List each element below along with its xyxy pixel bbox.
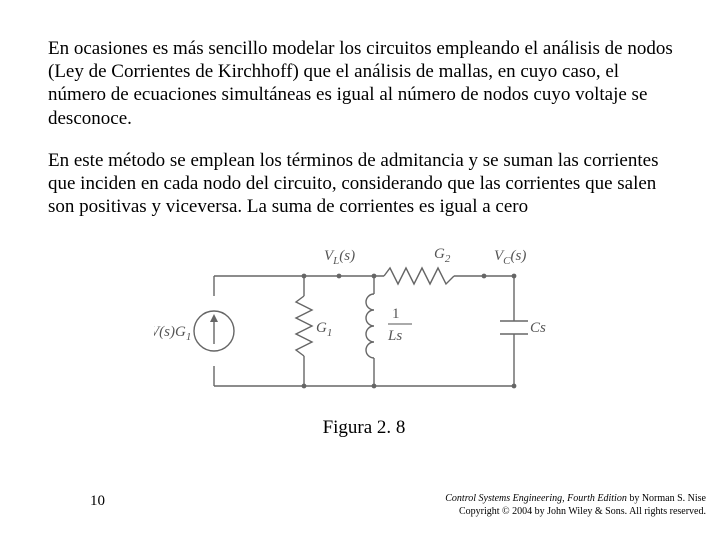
circuit-svg: VL(s) G2 VC(s) V(s)G1 G1 1 Ls Cs xyxy=(154,236,574,411)
paragraph-2: En este método se emplean los términos d… xyxy=(48,149,680,219)
footer-copyright: Control Systems Engineering, Fourth Edit… xyxy=(445,493,706,518)
figure-caption: Figura 2. 8 xyxy=(48,417,680,439)
page-number: 10 xyxy=(90,493,105,510)
label-G1: G1 xyxy=(316,320,332,339)
label-VC: VC(s) xyxy=(494,248,526,267)
label-G2: G2 xyxy=(434,246,451,265)
label-Cs: Cs xyxy=(530,320,546,336)
label-source: V(s)G1 xyxy=(154,324,191,343)
label-1Ls-num: 1 xyxy=(392,306,400,322)
paragraph-1: En ocasiones es más sencillo modelar los… xyxy=(48,37,680,130)
label-VL: VL(s) xyxy=(324,248,355,267)
label-1Ls-den: Ls xyxy=(387,328,402,344)
circuit-figure: VL(s) G2 VC(s) V(s)G1 G1 1 Ls Cs xyxy=(154,236,574,411)
